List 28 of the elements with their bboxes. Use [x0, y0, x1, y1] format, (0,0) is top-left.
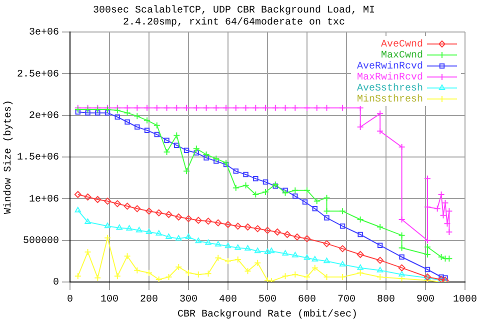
y-axis-title: Window Size (bytes) [2, 100, 15, 214]
chart-subtitle: 2.4.20smp, rxint 64/64moderate on txc [122, 16, 346, 29]
x-tick-label: 100 [100, 294, 119, 306]
x-tick-label: 200 [140, 294, 158, 306]
x-axis-title: CBR Background Rate (mbit/sec) [177, 308, 358, 320]
y-tick-label: 1e+06 [28, 194, 60, 206]
x-tick-label: 700 [337, 294, 356, 306]
x-tick-label: 400 [218, 294, 238, 306]
chart-title: 300sec ScalableTCP, UDP CBR Background Load, MI [92, 4, 376, 17]
x-tick-label: 0 [67, 294, 74, 306]
x-tick-label: 500 [258, 294, 277, 306]
legend-label: MaxCwnd [380, 50, 423, 62]
legend-label: MinSsthresh [356, 94, 423, 106]
x-tick-label: 600 [298, 294, 316, 306]
y-tick-label: 500000 [22, 236, 60, 247]
y-tick-label: 2.5e+06 [16, 69, 60, 80]
y-tick-label: 2e+06 [28, 110, 60, 122]
legend-label: MaxRwinRcvd [356, 72, 423, 84]
x-tick-label: 800 [376, 294, 396, 306]
y-tick-label: 1.5e+06 [16, 152, 60, 164]
legend-label: AveSsthresh [356, 82, 423, 95]
y-tick-label: 0 [52, 278, 60, 289]
y-tick-label: 3e+06 [28, 28, 60, 39]
x-tick-label: 900 [416, 294, 435, 306]
x-tick-label: 300 [179, 294, 198, 306]
legend-label: AveRwinRcvd [356, 60, 423, 73]
legend-label: AveCwnd [380, 38, 423, 51]
x-tick-label: 1000 [452, 294, 478, 306]
